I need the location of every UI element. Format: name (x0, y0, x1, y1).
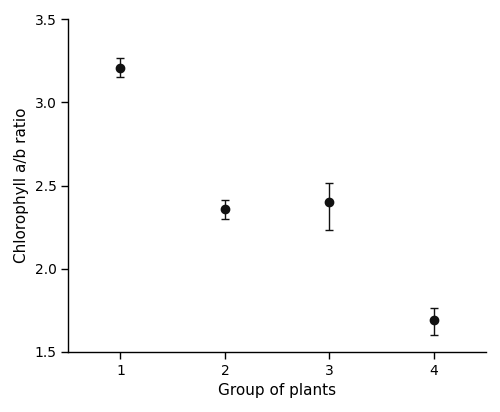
X-axis label: Group of plants: Group of plants (218, 383, 336, 398)
Y-axis label: Chlorophyll a/b ratio: Chlorophyll a/b ratio (14, 108, 29, 263)
